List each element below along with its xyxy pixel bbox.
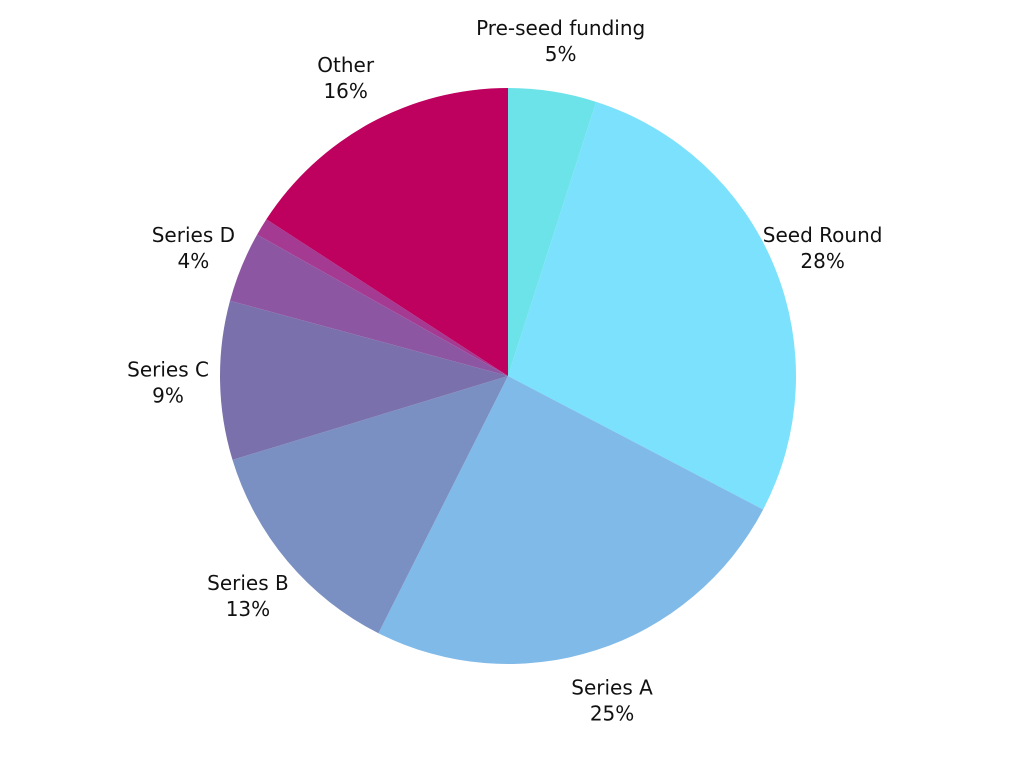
slice-label-series-d: Series D	[152, 223, 235, 247]
slice-value-other: 16%	[323, 79, 367, 103]
slice-label-series-c: Series C	[127, 357, 209, 381]
slice-label-other: Other	[317, 53, 375, 77]
pie-slice-seed-round	[508, 101, 796, 510]
pie-slice-series-b	[232, 376, 508, 634]
pie-slice-series-c	[219, 300, 508, 460]
slice-label-series-a: Series A	[571, 676, 653, 700]
slice-label-pre-seed-funding: Pre-seed funding	[476, 16, 645, 40]
slice-label-series-b: Series B	[207, 571, 289, 595]
pie-slice-pre-seed-funding	[508, 88, 597, 376]
slice-value-series-d: 4%	[178, 249, 210, 273]
slice-value-seed-round: 28%	[800, 249, 844, 273]
pie-slices	[219, 88, 796, 664]
slice-value-series-c: 9%	[152, 383, 184, 407]
pie-slice-series-d	[230, 234, 508, 376]
slice-value-pre-seed-funding: 5%	[545, 42, 577, 66]
pie-slice-other	[266, 88, 508, 376]
slice-label-seed-round: Seed Round	[763, 223, 883, 247]
slice-value-series-b: 13%	[226, 597, 270, 621]
slice-value-series-a: 25%	[590, 702, 634, 726]
pie-slice-series-a	[378, 376, 764, 664]
pie-slice-unlabeled-6	[257, 219, 508, 376]
